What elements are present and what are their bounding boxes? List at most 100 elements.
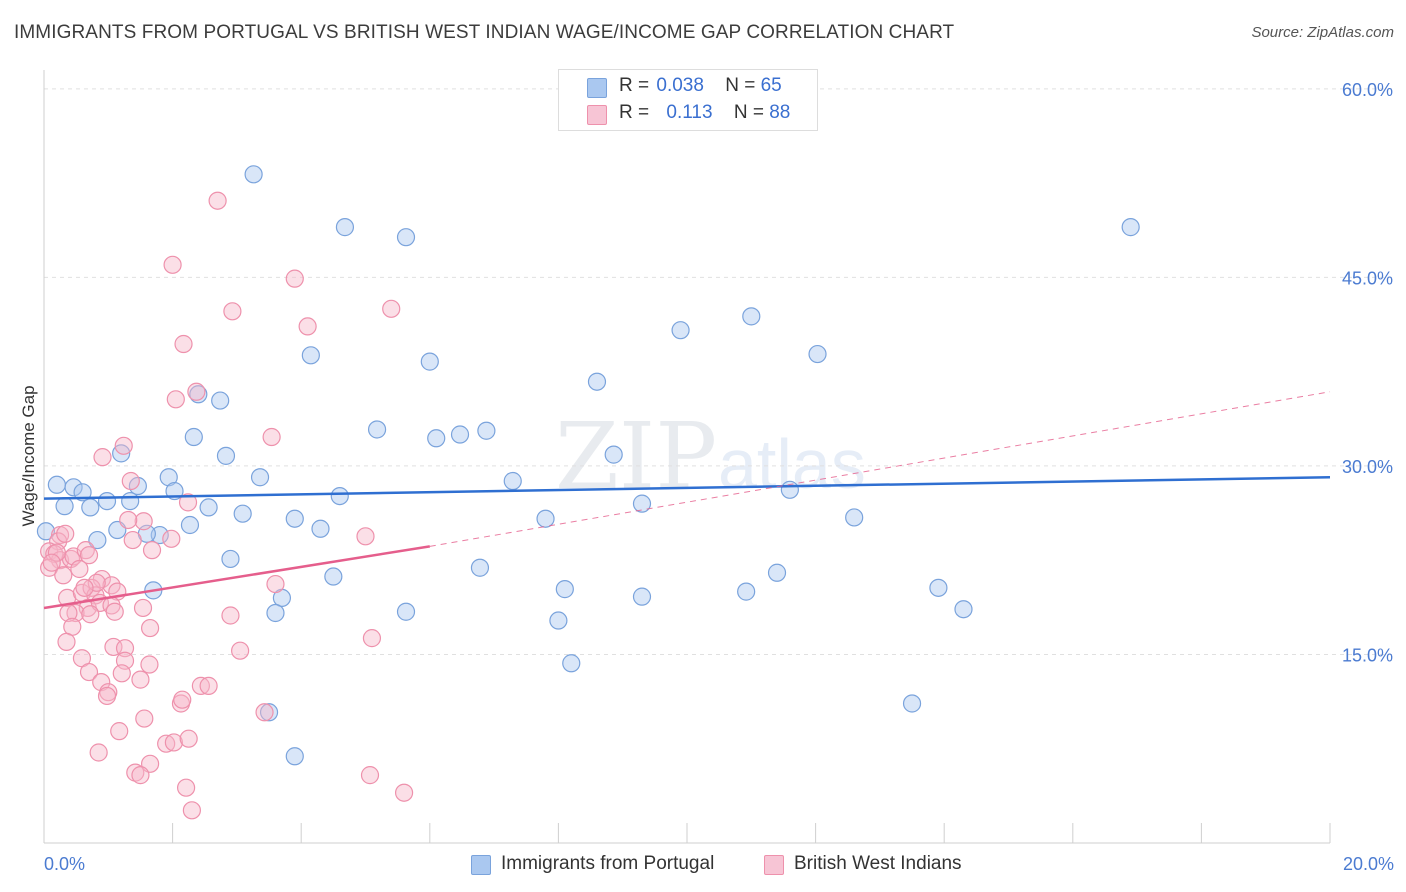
point-blue-13 xyxy=(427,429,446,448)
point-blue-55 xyxy=(929,578,948,597)
point-blue-24 xyxy=(159,468,178,487)
point-blue-37 xyxy=(36,522,56,541)
watermark-zip: ZIP xyxy=(555,403,717,510)
series-legend-label-2: British West Indians xyxy=(794,853,962,874)
point-pink-28 xyxy=(79,546,99,565)
point-pink-4 xyxy=(223,302,242,321)
point-blue-43 xyxy=(285,509,304,528)
point-pink-0 xyxy=(208,191,227,210)
point-blue-35 xyxy=(330,486,349,506)
point-blue-14 xyxy=(450,425,470,444)
point-pink-82 xyxy=(177,778,196,797)
chart-title: IMMIGRANTS FROM PORTUGAL VS BRITISH WEST… xyxy=(14,22,955,43)
point-blue-60 xyxy=(954,600,973,619)
legend-n-value-1: 65 xyxy=(760,75,782,96)
point-blue-42 xyxy=(311,519,330,538)
point-pink-9 xyxy=(114,436,133,455)
legend-row-1: R = 0.038 N = 65 xyxy=(619,75,782,99)
point-pink-80 xyxy=(131,766,150,785)
point-pink-72 xyxy=(135,709,154,728)
point-blue-9 xyxy=(587,372,607,391)
point-blue-12 xyxy=(367,420,387,439)
point-pink-11 xyxy=(262,427,281,447)
series-legend-label-1: Immigrants from Portugal xyxy=(501,853,715,874)
point-pink-44 xyxy=(266,574,285,594)
point-blue-63 xyxy=(902,694,922,713)
point-pink-86 xyxy=(42,553,61,572)
point-blue-2 xyxy=(396,228,416,247)
legend-n-value-2: 88 xyxy=(769,102,791,123)
legend-r-label-2: R = xyxy=(619,102,650,123)
chart-source: Source: ZipAtlas.com xyxy=(1251,24,1394,41)
point-pink-73 xyxy=(110,722,129,741)
point-blue-45 xyxy=(845,508,864,527)
point-pink-75 xyxy=(164,733,183,752)
point-blue-18 xyxy=(216,446,236,465)
point-blue-26 xyxy=(250,468,270,487)
point-blue-5 xyxy=(671,321,690,340)
trend-blue xyxy=(43,475,1331,500)
point-blue-16 xyxy=(184,427,203,447)
point-pink-81 xyxy=(360,766,380,785)
point-blue-44 xyxy=(536,509,555,528)
legend-swatch-blue xyxy=(587,78,607,98)
series-legend: Immigrants from Portugal British West In… xyxy=(0,852,1406,878)
legend-r-value-2: 0.113 xyxy=(666,102,713,123)
point-blue-64 xyxy=(285,747,304,766)
point-pink-2 xyxy=(285,269,304,288)
point-blue-59 xyxy=(549,611,568,630)
point-pink-70 xyxy=(173,690,192,709)
point-pink-38 xyxy=(66,603,85,623)
legend-r-value-1: 0.038 xyxy=(656,75,704,96)
legend-n-label-1: N = xyxy=(725,75,756,96)
point-pink-52 xyxy=(140,618,160,638)
point-pink-79 xyxy=(126,763,145,782)
point-blue-7 xyxy=(420,352,439,371)
point-pink-62 xyxy=(92,673,111,692)
point-pink-29 xyxy=(142,541,162,560)
point-pink-55 xyxy=(115,639,135,658)
point-pink-53 xyxy=(57,632,76,651)
point-blue-38 xyxy=(88,530,107,550)
point-blue-28 xyxy=(780,480,799,499)
point-blue-34 xyxy=(233,504,252,523)
point-pink-15 xyxy=(119,510,138,530)
point-pink-24 xyxy=(40,558,59,577)
point-pink-46 xyxy=(63,617,82,636)
trend-lines xyxy=(43,391,1331,610)
point-blue-6 xyxy=(301,346,320,365)
point-pink-68 xyxy=(199,676,218,695)
point-pink-19 xyxy=(162,529,181,548)
point-blue-36 xyxy=(632,494,652,513)
trend-pink xyxy=(43,545,430,610)
point-blue-53 xyxy=(632,587,652,606)
point-pink-10 xyxy=(93,448,112,467)
point-blue-49 xyxy=(324,567,343,586)
point-blue-8 xyxy=(808,344,827,364)
point-blue-19 xyxy=(604,445,623,464)
point-pink-67 xyxy=(191,676,210,695)
point-pink-51 xyxy=(221,606,240,625)
point-blue-33 xyxy=(199,498,218,517)
point-pink-5 xyxy=(298,317,317,336)
point-pink-49 xyxy=(105,602,124,621)
point-pink-84 xyxy=(182,801,201,820)
point-blue-57 xyxy=(266,603,285,623)
point-blue-21 xyxy=(64,478,83,497)
point-blue-22 xyxy=(73,483,92,502)
legend-swatch-pink xyxy=(587,105,607,125)
point-blue-31 xyxy=(97,492,117,511)
legend-row-2: R = 0.113 N = 88 xyxy=(619,102,790,126)
point-blue-40 xyxy=(150,525,169,545)
point-pink-30 xyxy=(47,543,66,562)
point-pink-64 xyxy=(131,670,150,689)
y-tick-label-0: 15.0% xyxy=(1342,645,1393,665)
axes xyxy=(43,70,1331,844)
correlation-legend: R = 0.038 N = 65 R = 0.113 N = 88 xyxy=(558,69,818,131)
point-blue-10 xyxy=(189,385,208,404)
point-blue-52 xyxy=(555,580,574,599)
point-pink-77 xyxy=(89,743,108,762)
point-pink-66 xyxy=(97,686,117,706)
point-pink-76 xyxy=(179,729,198,748)
